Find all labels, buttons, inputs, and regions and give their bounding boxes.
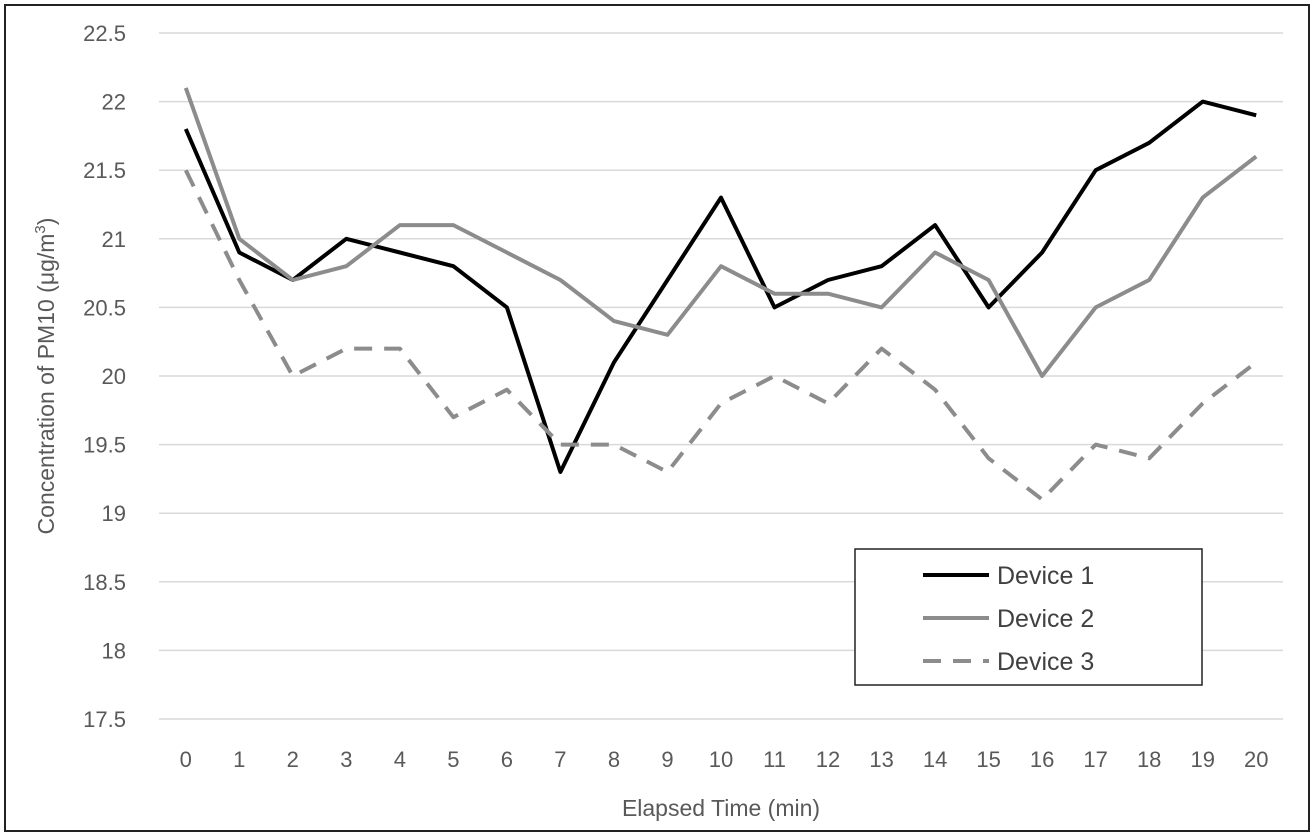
x-tick-label: 8 xyxy=(608,747,620,772)
x-tick-label: 3 xyxy=(340,747,352,772)
x-tick-label: 12 xyxy=(816,747,840,772)
x-tick-label: 9 xyxy=(661,747,673,772)
y-axis-title-superscript: 3 xyxy=(32,225,49,233)
legend-box xyxy=(854,548,1203,686)
x-tick-label: 17 xyxy=(1083,747,1107,772)
x-axis-ticks: 0 1 2 3 4 5 6 7 8 9 10 11 12 13 14 15 16 17 18 19 20 xyxy=(180,747,1269,772)
x-tick-label: 1 xyxy=(233,747,245,772)
legend-label-device-1: Device 1 xyxy=(997,562,1094,590)
legend-label-device-2: Device 2 xyxy=(997,605,1094,633)
y-tick-label: 21 xyxy=(102,227,126,252)
x-tick-label: 5 xyxy=(447,747,459,772)
legend-label-device-3: Device 3 xyxy=(997,648,1094,676)
x-tick-label: 10 xyxy=(709,747,733,772)
gridlines xyxy=(159,32,1283,720)
x-axis-title: Elapsed Time (min) xyxy=(622,795,820,821)
series-lines xyxy=(183,87,1258,502)
y-tick-label: 18.5 xyxy=(83,570,126,595)
x-tick-label: 20 xyxy=(1244,747,1268,772)
x-tick-label: 15 xyxy=(976,747,1000,772)
x-tick-label: 19 xyxy=(1190,747,1214,772)
series-line-device-2 xyxy=(183,87,1258,378)
x-tick-label: 18 xyxy=(1137,747,1161,772)
series-line-device-1 xyxy=(183,99,1257,474)
x-tick-label: 6 xyxy=(501,747,513,772)
y-tick-label: 18 xyxy=(102,638,126,663)
y-axis-title-main: Concentration of PM10 (μg/m xyxy=(33,234,59,535)
legend: Device 1 Device 2 Device 3 xyxy=(854,548,1203,686)
y-tick-label: 20 xyxy=(102,364,126,389)
y-tick-label: 19 xyxy=(102,501,126,526)
y-tick-label: 22.5 xyxy=(83,21,126,46)
x-tick-label: 4 xyxy=(394,747,406,772)
y-tick-label: 20.5 xyxy=(83,295,126,320)
x-tick-label: 13 xyxy=(869,747,893,772)
y-tick-label: 19.5 xyxy=(83,433,126,458)
x-tick-label: 14 xyxy=(923,747,947,772)
y-axis-ticks: 17.5 18 18.5 19 19.5 20 20.5 21 21.5 22 22.5 xyxy=(83,21,126,732)
x-tick-label: 11 xyxy=(763,747,786,772)
x-tick-label: 16 xyxy=(1030,747,1054,772)
y-tick-label: 17.5 xyxy=(83,707,126,732)
y-tick-label: 21.5 xyxy=(83,158,126,183)
y-tick-label: 22 xyxy=(102,90,126,115)
y-axis-title: Concentration of PM10 (μg/m3) xyxy=(32,218,59,535)
x-tick-label: 0 xyxy=(180,747,192,772)
y-axis-title-close: ) xyxy=(33,218,59,226)
x-tick-label: 7 xyxy=(554,747,566,772)
series-line-device-3 xyxy=(184,169,1258,502)
x-tick-label: 2 xyxy=(287,747,299,772)
